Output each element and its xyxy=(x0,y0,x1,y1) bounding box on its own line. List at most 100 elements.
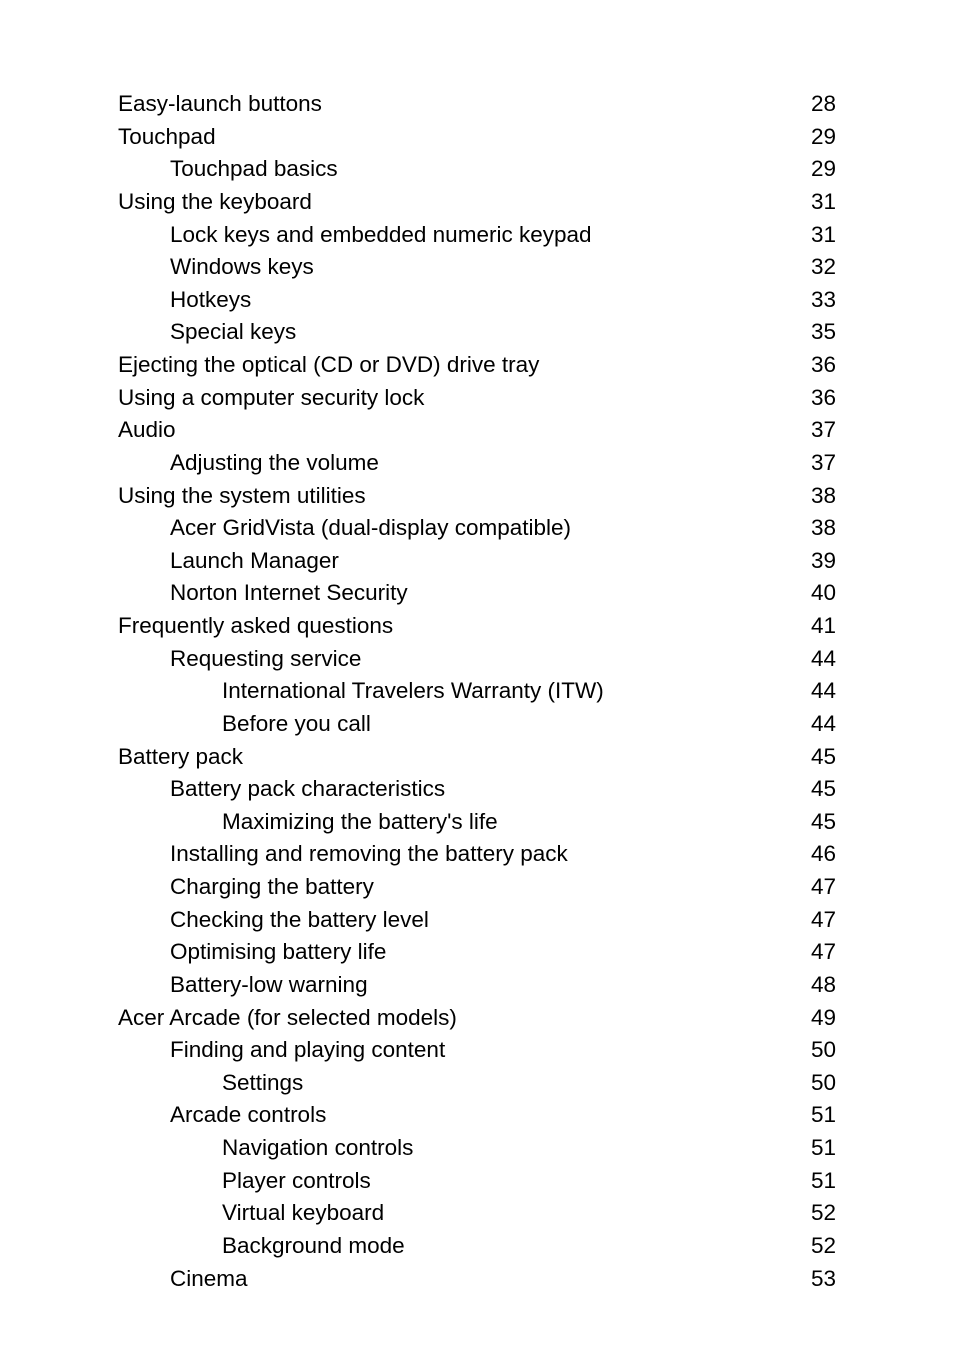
toc-entry: Touchpad basics29 xyxy=(118,153,836,186)
toc-title: Cinema xyxy=(118,1263,796,1296)
toc-entry: Virtual keyboard52 xyxy=(118,1197,836,1230)
toc-page: 53 xyxy=(796,1263,836,1296)
toc-title: Using the keyboard xyxy=(118,186,796,219)
toc-title: International Travelers Warranty (ITW) xyxy=(118,675,796,708)
toc-title: Acer GridVista (dual-display compatible) xyxy=(118,512,796,545)
toc-entry: Finding and playing content50 xyxy=(118,1034,836,1067)
toc-page: 46 xyxy=(796,838,836,871)
toc-container: Easy-launch buttons28 Touchpad29 Touchpa… xyxy=(118,88,836,1295)
toc-page: 37 xyxy=(796,414,836,447)
toc-entry: Battery pack characteristics45 xyxy=(118,773,836,806)
toc-entry: Settings50 xyxy=(118,1067,836,1100)
toc-page: 38 xyxy=(796,512,836,545)
toc-page: 45 xyxy=(796,806,836,839)
toc-title: Battery pack characteristics xyxy=(118,773,796,806)
toc-title: Requesting service xyxy=(118,643,796,676)
toc-page: 51 xyxy=(796,1099,836,1132)
toc-entry: Maximizing the battery's life45 xyxy=(118,806,836,839)
toc-entry: Background mode52 xyxy=(118,1230,836,1263)
toc-page: 47 xyxy=(796,904,836,937)
toc-title: Arcade controls xyxy=(118,1099,796,1132)
toc-page: 50 xyxy=(796,1034,836,1067)
toc-page: 37 xyxy=(796,447,836,480)
toc-entry: Battery-low warning48 xyxy=(118,969,836,1002)
toc-title: Easy-launch buttons xyxy=(118,88,796,121)
toc-title: Frequently asked questions xyxy=(118,610,796,643)
toc-entry: Norton Internet Security40 xyxy=(118,577,836,610)
toc-entry: Easy-launch buttons28 xyxy=(118,88,836,121)
toc-title: Adjusting the volume xyxy=(118,447,796,480)
toc-entry: Using the keyboard31 xyxy=(118,186,836,219)
toc-title: Acer Arcade (for selected models) xyxy=(118,1002,796,1035)
toc-title: Checking the battery level xyxy=(118,904,796,937)
toc-title: Installing and removing the battery pack xyxy=(118,838,796,871)
toc-page: 40 xyxy=(796,577,836,610)
toc-title: Hotkeys xyxy=(118,284,796,317)
toc-entry: Navigation controls51 xyxy=(118,1132,836,1165)
toc-title: Player controls xyxy=(118,1165,796,1198)
toc-title: Touchpad basics xyxy=(118,153,796,186)
toc-page: 38 xyxy=(796,480,836,513)
toc-entry: Using the system utilities38 xyxy=(118,480,836,513)
toc-page: 45 xyxy=(796,773,836,806)
toc-title: Windows keys xyxy=(118,251,796,284)
toc-title: Special keys xyxy=(118,316,796,349)
toc-entry: Acer GridVista (dual-display compatible)… xyxy=(118,512,836,545)
toc-title: Ejecting the optical (CD or DVD) drive t… xyxy=(118,349,796,382)
toc-title: Virtual keyboard xyxy=(118,1197,796,1230)
toc-entry: Lock keys and embedded numeric keypad31 xyxy=(118,219,836,252)
toc-entry: Ejecting the optical (CD or DVD) drive t… xyxy=(118,349,836,382)
toc-entry: Windows keys32 xyxy=(118,251,836,284)
toc-title: Finding and playing content xyxy=(118,1034,796,1067)
toc-title: Norton Internet Security xyxy=(118,577,796,610)
toc-entry: Acer Arcade (for selected models)49 xyxy=(118,1002,836,1035)
toc-page: 44 xyxy=(796,643,836,676)
toc-page: 31 xyxy=(796,219,836,252)
toc-title: Battery-low warning xyxy=(118,969,796,1002)
toc-entry: Optimising battery life47 xyxy=(118,936,836,969)
toc-entry: Requesting service44 xyxy=(118,643,836,676)
toc-title: Background mode xyxy=(118,1230,796,1263)
toc-page: 45 xyxy=(796,741,836,774)
toc-page: 32 xyxy=(796,251,836,284)
toc-entry: Audio37 xyxy=(118,414,836,447)
toc-entry: International Travelers Warranty (ITW)44 xyxy=(118,675,836,708)
toc-page: 29 xyxy=(796,153,836,186)
toc-title: Lock keys and embedded numeric keypad xyxy=(118,219,796,252)
toc-entry: Touchpad29 xyxy=(118,121,836,154)
toc-page: 52 xyxy=(796,1230,836,1263)
toc-entry: Before you call44 xyxy=(118,708,836,741)
toc-title: Charging the battery xyxy=(118,871,796,904)
toc-entry: Frequently asked questions41 xyxy=(118,610,836,643)
toc-page: 28 xyxy=(796,88,836,121)
toc-title: Before you call xyxy=(118,708,796,741)
toc-entry: Player controls51 xyxy=(118,1165,836,1198)
toc-entry: Hotkeys33 xyxy=(118,284,836,317)
toc-entry: Battery pack45 xyxy=(118,741,836,774)
toc-page: 36 xyxy=(796,382,836,415)
toc-page: 49 xyxy=(796,1002,836,1035)
toc-page: 44 xyxy=(796,675,836,708)
toc-title: Launch Manager xyxy=(118,545,796,578)
toc-title: Maximizing the battery's life xyxy=(118,806,796,839)
toc-page: 35 xyxy=(796,316,836,349)
toc-entry: Adjusting the volume37 xyxy=(118,447,836,480)
toc-title: Using the system utilities xyxy=(118,480,796,513)
toc-entry: Checking the battery level47 xyxy=(118,904,836,937)
toc-page: 36 xyxy=(796,349,836,382)
toc-title: Using a computer security lock xyxy=(118,382,796,415)
toc-page: 47 xyxy=(796,936,836,969)
toc-title: Optimising battery life xyxy=(118,936,796,969)
toc-page: 39 xyxy=(796,545,836,578)
toc-page: 52 xyxy=(796,1197,836,1230)
toc-page: 47 xyxy=(796,871,836,904)
toc-page: 48 xyxy=(796,969,836,1002)
toc-page: 44 xyxy=(796,708,836,741)
toc-entry: Arcade controls51 xyxy=(118,1099,836,1132)
toc-entry: Launch Manager39 xyxy=(118,545,836,578)
toc-entry: Special keys35 xyxy=(118,316,836,349)
toc-title: Navigation controls xyxy=(118,1132,796,1165)
toc-page: 51 xyxy=(796,1165,836,1198)
toc-page: 29 xyxy=(796,121,836,154)
toc-page: 31 xyxy=(796,186,836,219)
